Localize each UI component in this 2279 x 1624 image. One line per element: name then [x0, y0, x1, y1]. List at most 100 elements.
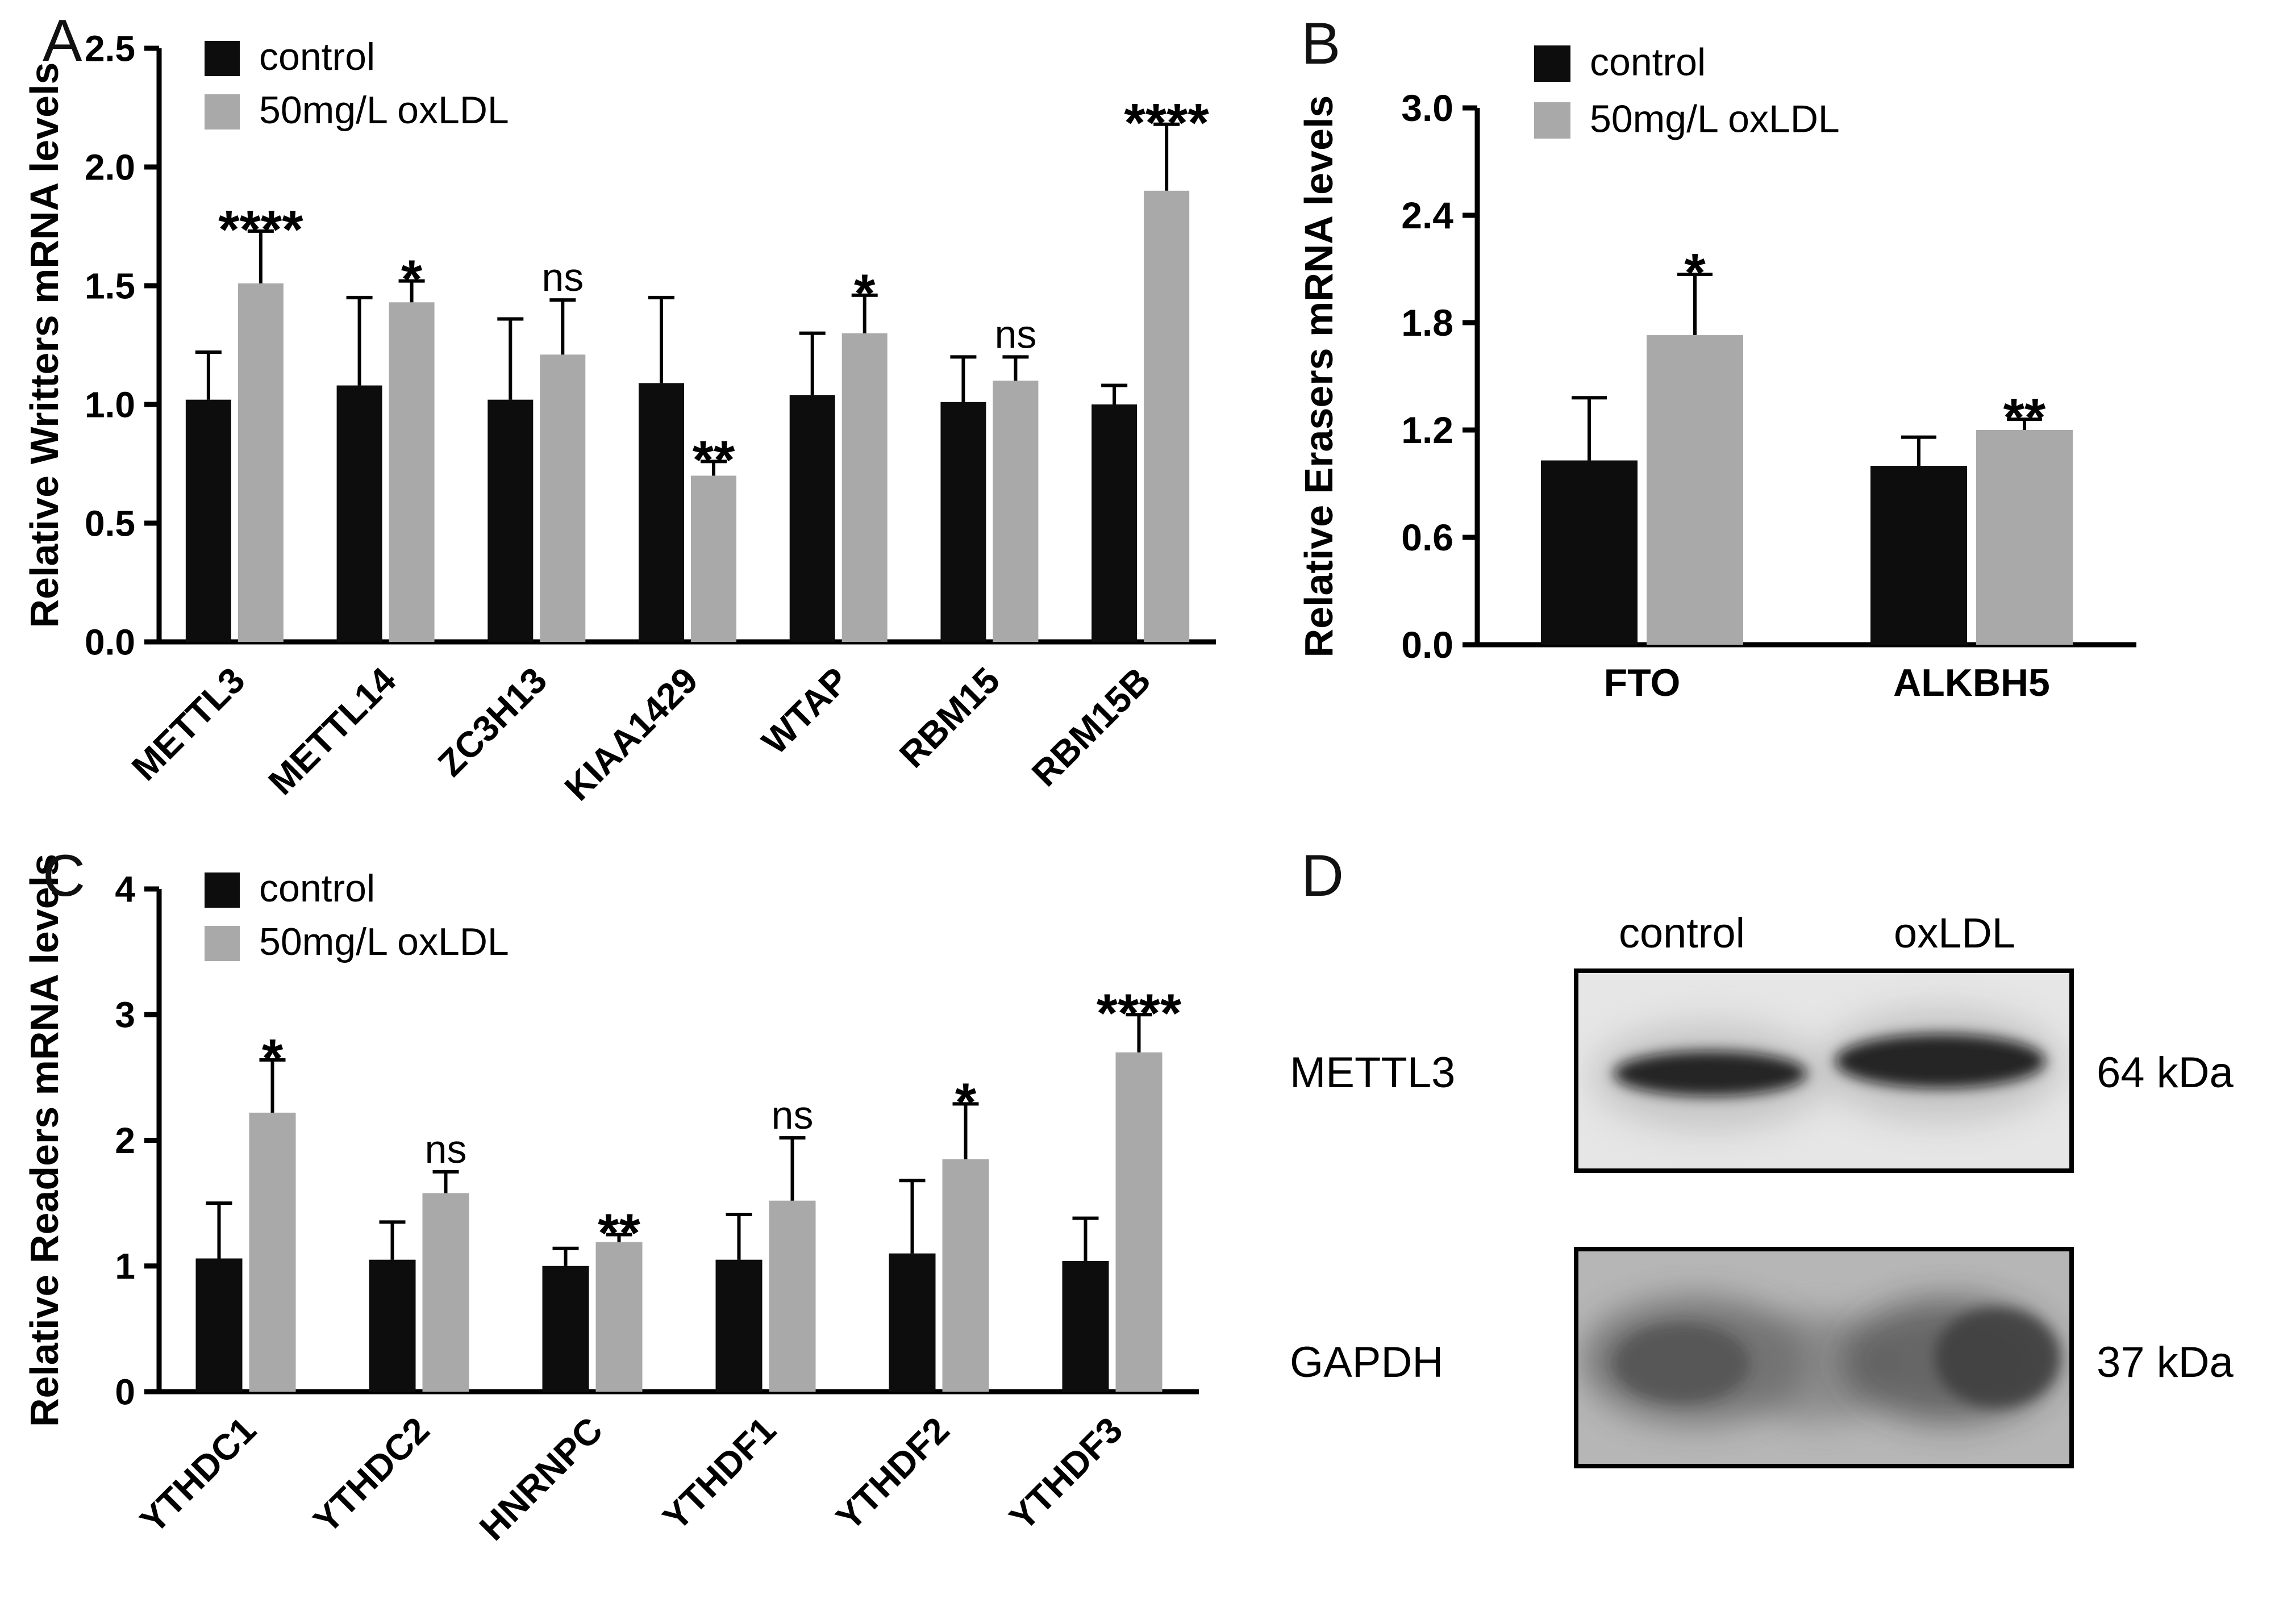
bar-control	[195, 1258, 243, 1392]
bar-50mg-l-oxldl	[389, 302, 435, 642]
y-axis-title: Relative Erasers mRNA levels	[1297, 95, 1341, 658]
y-tick-label: 2.5	[85, 28, 135, 69]
x-category-label: METTL14	[260, 659, 403, 803]
panel-c: C 0 1 2 3 4 Relative Readers mRNA levels * YTHD…	[17, 841, 1233, 1624]
y-tick-label: 1.2	[1401, 409, 1453, 451]
writers-chart: 0.0 0.5 1.0 1.5 2.0 2.5 Relative Writters mRNA…	[22, 28, 1216, 808]
bar-control	[715, 1259, 763, 1392]
bar-control	[369, 1259, 416, 1392]
gapdh-blot-image	[1574, 1247, 2074, 1468]
x-category-label: FTO	[1604, 661, 1681, 704]
legend-swatch	[205, 41, 240, 76]
y-tick-label: 0.0	[85, 621, 135, 662]
x-category-label: YTHDF1	[655, 1409, 784, 1538]
panel-b-letter: B	[1301, 11, 1341, 77]
readers-chart: 0 1 2 3 4 Relative Readers mRNA levels * YTHDC1…	[22, 854, 1199, 1548]
blot-border	[1574, 968, 2074, 1173]
legend-swatch	[1534, 102, 1570, 139]
x-category-label: YTHDC2	[305, 1409, 437, 1541]
significance-label: *	[854, 264, 876, 324]
bar-50mg-l-oxldl	[238, 283, 284, 642]
x-category-label: YTHDC1	[132, 1409, 264, 1541]
panel-b: B 0.0 0.6 1.2 1.8 2.4 3.0 Relative Erasers mRN…	[1284, 11, 2250, 750]
y-tick-label: 2.4	[1401, 194, 1453, 236]
bar-50mg-l-oxldl	[1144, 190, 1190, 642]
blot-grain	[1574, 1247, 2074, 1468]
y-tick-label: 4	[115, 869, 135, 909]
bar-50mg-l-oxldl	[691, 475, 736, 642]
bar-50mg-l-oxldl	[249, 1112, 296, 1392]
panel-c-letter: C	[43, 843, 86, 909]
bar-control	[336, 385, 382, 642]
blot-col-header-oxldl: oxLDL	[1894, 909, 2015, 957]
x-category-label: RBM15B	[1024, 659, 1159, 794]
significance-label: *	[1684, 243, 1706, 303]
significance-label: ****	[1124, 93, 1209, 153]
y-tick-label: 0.5	[85, 503, 135, 544]
y-tick-label: 1.5	[85, 265, 135, 306]
legend-label: control	[259, 867, 375, 910]
blot-col-header-control: control	[1618, 909, 1745, 957]
legend-label: 50mg/L oxLDL	[1590, 97, 1840, 140]
y-tick-label: 1	[115, 1246, 135, 1287]
legend-swatch	[205, 872, 240, 908]
significance-label: **	[598, 1203, 640, 1263]
bar-50mg-l-oxldl	[540, 354, 586, 642]
bar-50mg-l-oxldl	[1976, 430, 2073, 645]
blot-weight-label-64kda: 64 kDa	[2097, 1049, 2234, 1097]
y-tick-label: 0.6	[1401, 516, 1453, 558]
bar-50mg-l-oxldl	[769, 1200, 816, 1392]
significance-label: ns	[772, 1093, 814, 1137]
blot-row-label-gapdh: GAPDH	[1290, 1338, 1444, 1387]
x-category-label: METTL3	[124, 659, 253, 788]
bar-control	[639, 383, 684, 642]
blot-weight-label-37kda: 37 kDa	[2097, 1338, 2234, 1387]
x-category-label: ALKBH5	[1893, 661, 2050, 704]
y-axis-title: Relative Readers mRNA levels	[22, 854, 66, 1427]
bar-control	[789, 395, 835, 642]
x-category-label: WTAP	[754, 659, 857, 762]
panel-a: A 0.0 0.5 1.0 1.5 2.0 2.5 Relative Writters mR…	[17, 11, 1250, 897]
x-category-label: YTHDF2	[828, 1409, 957, 1538]
legend-swatch	[1534, 45, 1570, 82]
bar-control	[488, 399, 534, 642]
significance-label: ****	[1097, 983, 1182, 1043]
legend-label: control	[1590, 40, 1706, 84]
bar-control	[1091, 404, 1138, 642]
bar-control	[542, 1266, 589, 1392]
y-tick-label: 1.8	[1401, 302, 1453, 344]
bar-50mg-l-oxldl	[841, 333, 888, 642]
x-category-label: HNRNPC	[472, 1409, 611, 1548]
bar-50mg-l-oxldl	[942, 1159, 989, 1392]
bar-control	[889, 1253, 936, 1392]
significance-label: *	[955, 1072, 977, 1133]
legend-swatch	[205, 94, 240, 130]
significance-label: ns	[425, 1127, 467, 1171]
legend-label: control	[259, 35, 375, 78]
panel-a-letter: A	[43, 8, 82, 74]
bar-control	[1870, 466, 1967, 645]
legend-swatch	[205, 926, 240, 961]
y-tick-label: 1.0	[85, 384, 135, 425]
significance-label: **	[693, 429, 735, 490]
erasers-chart: 0.0 0.6 1.2 1.8 2.4 3.0 Relative Erasers mRNA …	[1297, 40, 2136, 704]
significance-label: ****	[218, 199, 303, 260]
panel-d-letter: D	[1301, 843, 1344, 909]
x-category-label: RBM15	[891, 659, 1007, 775]
x-category-label: ZC3H13	[430, 659, 555, 784]
significance-label: **	[2003, 387, 2046, 448]
significance-label: ns	[994, 312, 1036, 356]
blot-grain	[1574, 968, 2074, 1173]
bar-50mg-l-oxldl	[422, 1193, 469, 1392]
legend-label: 50mg/L oxLDL	[259, 920, 509, 963]
bar-50mg-l-oxldl	[1647, 335, 1743, 645]
y-tick-label: 2	[115, 1120, 135, 1161]
y-tick-label: 3.0	[1401, 87, 1453, 129]
bar-50mg-l-oxldl	[595, 1242, 643, 1392]
significance-label: ns	[541, 255, 584, 299]
blot-row-label-mettl3: METTL3	[1290, 1049, 1456, 1097]
bar-control	[185, 399, 231, 642]
y-tick-label: 3	[115, 995, 135, 1036]
panel-d: D control oxLDL METTL3 64 kDa	[1284, 841, 2278, 1624]
